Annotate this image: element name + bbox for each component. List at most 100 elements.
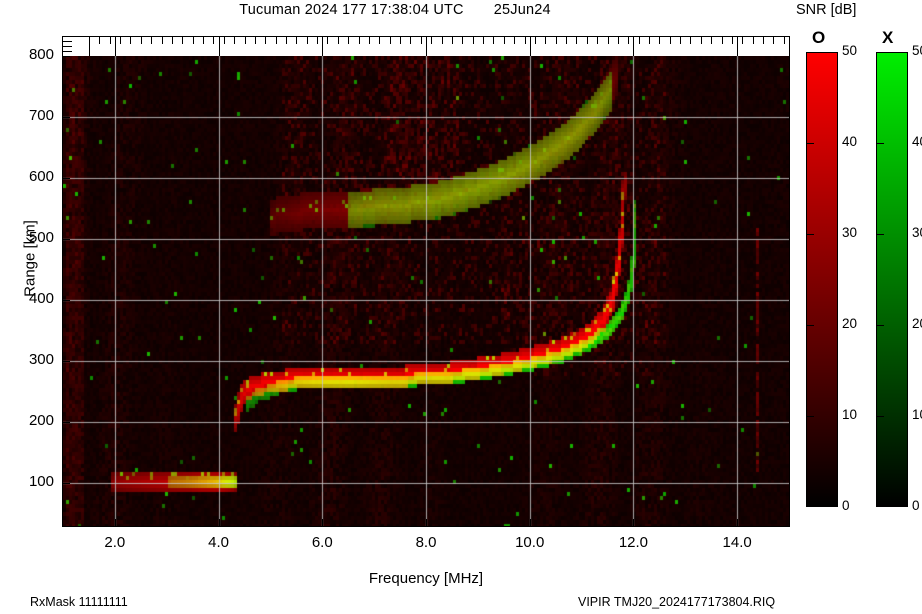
colorbar-tick-label: 0 bbox=[912, 498, 920, 513]
top-axis-minor-tick bbox=[763, 37, 765, 44]
colorbar-tick-label: 0 bbox=[842, 498, 850, 513]
colorbar-tick-mark bbox=[877, 234, 884, 235]
colorbar-tick-label: 30 bbox=[912, 225, 922, 240]
y-tick-label: 600 bbox=[28, 168, 54, 186]
top-axis-minor-tick bbox=[213, 37, 215, 44]
x-tick-label: 8.0 bbox=[415, 534, 437, 551]
x-tick-label: 2.0 bbox=[104, 534, 126, 551]
top-axis-minor-tick bbox=[586, 37, 588, 44]
colorbar-x-gradient bbox=[876, 52, 908, 507]
top-axis-minor-tick bbox=[524, 37, 526, 44]
top-axis-major-tick bbox=[529, 37, 531, 56]
corner-tick bbox=[63, 41, 72, 42]
top-axis-minor-tick bbox=[628, 37, 630, 44]
colorbar-tick-label: 20 bbox=[842, 316, 858, 331]
x-tick-mark bbox=[218, 519, 220, 527]
corner-tick bbox=[63, 46, 72, 47]
y-tick-label: 300 bbox=[28, 351, 54, 369]
top-axis-minor-tick bbox=[534, 37, 536, 44]
top-axis-minor-tick bbox=[317, 37, 319, 44]
colorbar-tick-mark bbox=[877, 416, 884, 417]
top-axis-minor-tick bbox=[731, 37, 733, 44]
x-tick-mark bbox=[737, 519, 739, 527]
top-axis-minor-tick bbox=[275, 37, 277, 44]
top-axis-minor-tick bbox=[441, 37, 443, 44]
y-tick-mark bbox=[62, 178, 70, 180]
top-axis-minor-tick bbox=[431, 37, 433, 44]
corner-tick bbox=[63, 51, 72, 52]
top-axis-minor-tick bbox=[783, 37, 785, 44]
source-file-label: VIPIR TMJ20_2024177173804.RIQ bbox=[578, 595, 776, 609]
top-axis-minor-tick bbox=[700, 37, 702, 44]
top-axis-minor-tick bbox=[234, 37, 236, 44]
top-axis-minor-tick bbox=[306, 37, 308, 44]
colorbar-tick-label: 20 bbox=[912, 316, 922, 331]
y-tick-mark bbox=[62, 361, 70, 363]
top-axis-minor-tick bbox=[451, 37, 453, 44]
top-axis-major-tick bbox=[633, 37, 635, 56]
top-axis-minor-tick bbox=[752, 37, 754, 44]
top-axis-minor-tick bbox=[223, 37, 225, 44]
colorbar-tick-mark bbox=[807, 416, 814, 417]
top-axis-minor-tick bbox=[462, 37, 464, 44]
title-date: 25Jun24 bbox=[493, 2, 551, 18]
top-axis-minor-tick bbox=[192, 37, 194, 44]
top-axis-minor-tick bbox=[420, 37, 422, 44]
y-tick-mark bbox=[62, 239, 70, 241]
x-tick-mark bbox=[322, 519, 324, 527]
colorbar-tick-mark bbox=[877, 143, 884, 144]
x-tick-label: 6.0 bbox=[311, 534, 333, 551]
top-axis-minor-tick bbox=[648, 37, 650, 44]
top-axis-minor-tick bbox=[503, 37, 505, 44]
top-axis-minor-tick bbox=[265, 37, 267, 44]
y-tick-mark bbox=[62, 422, 70, 424]
top-axis-minor-tick bbox=[296, 37, 298, 44]
top-axis-minor-tick bbox=[379, 37, 381, 44]
y-tick-mark bbox=[62, 483, 70, 485]
top-axis-minor-tick bbox=[151, 37, 153, 44]
top-axis-minor-tick bbox=[566, 37, 567, 44]
top-axis-major-tick bbox=[114, 37, 116, 56]
top-axis-minor-tick bbox=[120, 37, 122, 44]
title-timestamp: Tucuman 2024 177 17:38:04 UTC bbox=[239, 2, 464, 18]
colorbar-tick-mark bbox=[807, 234, 814, 235]
colorbar-tick-mark bbox=[807, 143, 814, 144]
y-tick-mark bbox=[62, 117, 70, 119]
rxmask-label: RxMask 11111111 bbox=[30, 595, 128, 609]
colorbar-o-header: O bbox=[812, 28, 826, 47]
colorbar-tick-mark bbox=[877, 325, 884, 326]
top-axis-minor-tick bbox=[99, 37, 101, 44]
y-tick-label: 500 bbox=[28, 229, 54, 247]
top-left-axis-corner bbox=[63, 37, 90, 56]
top-axis-minor-tick bbox=[182, 37, 184, 44]
top-axis-minor-tick bbox=[597, 37, 599, 44]
top-axis-major-tick bbox=[426, 37, 427, 56]
top-axis-minor-tick bbox=[514, 37, 516, 44]
colorbar-tick-mark bbox=[807, 325, 814, 326]
colorbar-tick-label: 40 bbox=[912, 134, 922, 149]
colorbar-tick-label: 50 bbox=[842, 43, 858, 58]
top-axis-minor-tick bbox=[669, 37, 671, 44]
colorbar-tick-label: 50 bbox=[912, 43, 922, 58]
x-tick-label: 4.0 bbox=[208, 534, 229, 551]
colorbar-tick-label: 40 bbox=[842, 134, 858, 149]
top-axis-minor-tick bbox=[721, 37, 723, 44]
top-axis-minor-tick bbox=[576, 37, 578, 44]
x-tick-mark bbox=[426, 519, 427, 527]
top-axis-minor-tick bbox=[545, 37, 547, 44]
top-axis-major-tick bbox=[737, 37, 739, 56]
top-axis-minor-tick bbox=[607, 37, 609, 44]
top-axis-minor-tick bbox=[161, 37, 163, 44]
top-axis-minor-tick bbox=[410, 37, 412, 44]
x-tick-mark bbox=[114, 519, 116, 527]
y-tick-label: 100 bbox=[28, 473, 54, 491]
colorbar-title: SNR [dB] bbox=[796, 2, 857, 18]
x-tick-label: 14.0 bbox=[722, 534, 752, 551]
top-axis-minor-tick bbox=[348, 37, 350, 44]
colorbar-o-gradient bbox=[806, 52, 838, 507]
x-axis-label: Frequency [MHz] bbox=[368, 570, 484, 587]
top-axis-minor-tick bbox=[638, 37, 640, 44]
top-axis-minor-tick bbox=[244, 37, 246, 44]
top-axis-minor-tick bbox=[659, 37, 661, 44]
top-axis-minor-tick bbox=[400, 37, 402, 44]
